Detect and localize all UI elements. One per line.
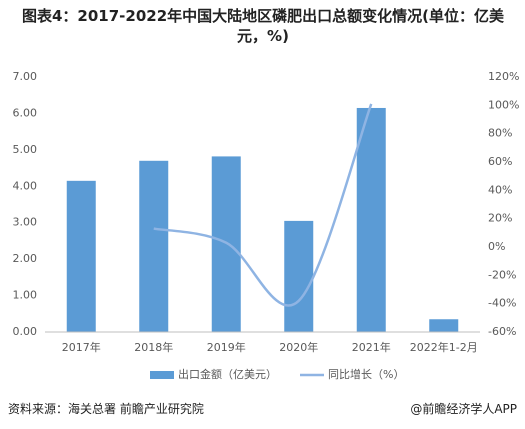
- y2-tick-label: 0%: [488, 240, 505, 253]
- line: [153, 103, 373, 307]
- source: 资料来源：海关总署 前瞻产业研究院: [8, 402, 204, 416]
- y2-tick-label: 80%: [488, 127, 512, 140]
- credit: @前瞻经济学人APP: [410, 402, 517, 416]
- y-tick-label: 3.00: [13, 216, 38, 229]
- legend-label: 出口金额（亿美元）: [178, 367, 277, 381]
- legend-swatch: [150, 371, 174, 379]
- x-tick-label: 2020年: [279, 340, 318, 354]
- chart-title: 图表4：2017-2022年中国大陆地区磷肥出口总额变化情况(单位：亿美元，%): [21, 7, 505, 45]
- x-tick-label: 2017年: [62, 340, 101, 354]
- y-tick-label: 1.00: [13, 289, 38, 302]
- bar: [139, 160, 169, 332]
- y2-tick-label: 20%: [488, 212, 512, 225]
- x-tick-label: 2021年: [352, 340, 391, 354]
- y-tick-label: 5.00: [13, 143, 38, 156]
- y-tick-label: 2.00: [13, 252, 38, 265]
- y2-tick-label: -60%: [488, 325, 516, 338]
- bar: [284, 220, 314, 332]
- y2-tick-label: 60%: [488, 155, 512, 168]
- y2-tick-label: 40%: [488, 183, 512, 196]
- y2-tick-label: 120%: [488, 70, 519, 83]
- y-tick-label: 0.00: [13, 325, 38, 338]
- y2-tick-label: 100%: [488, 98, 519, 111]
- x-tick-label: 2018年: [134, 340, 173, 354]
- y2-tick-label: -40%: [488, 297, 516, 310]
- x-tick-label: 2022年1-2月: [410, 340, 478, 354]
- bar: [429, 319, 459, 332]
- bar: [66, 180, 96, 332]
- bar: [211, 156, 241, 332]
- y-tick-label: 7.00: [13, 70, 38, 83]
- bar: [356, 107, 386, 332]
- x-tick-label: 2019年: [207, 340, 246, 354]
- legend-label: 同比增长（%）: [328, 367, 404, 381]
- y-tick-label: 4.00: [13, 179, 38, 192]
- y-tick-label: 6.00: [13, 106, 38, 119]
- chart: 0.00 1.00 2.00 3.00 4.00 5.00 6.00 7.00 -60% -40%…: [13, 70, 520, 381]
- y2-tick-label: -20%: [488, 268, 516, 281]
